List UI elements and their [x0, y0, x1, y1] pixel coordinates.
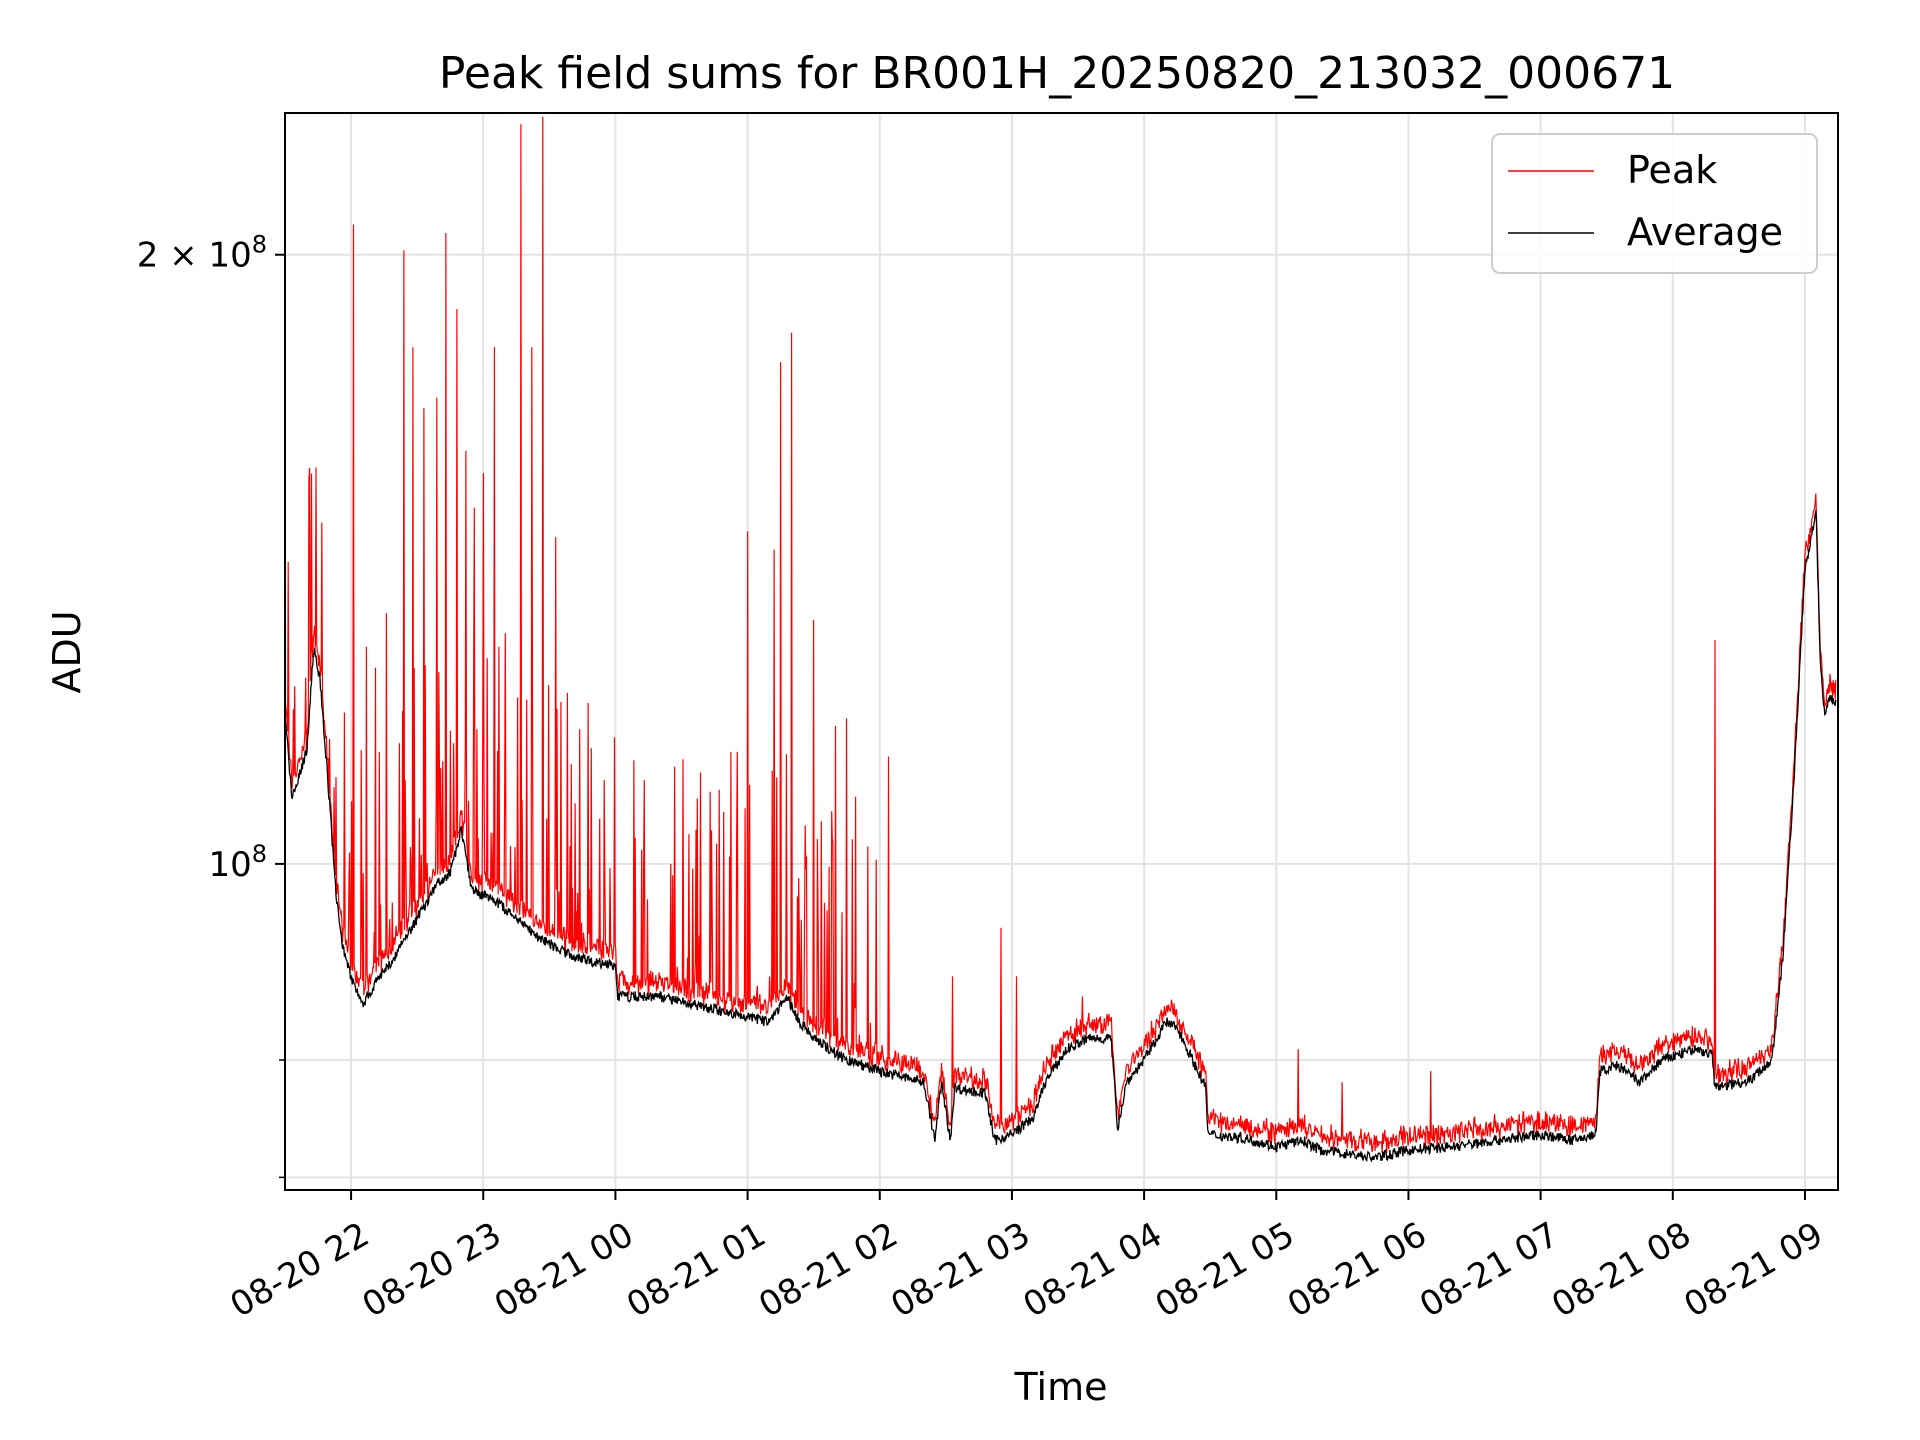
x-axis-label: Time — [1014, 1365, 1108, 1409]
y-axis-label: ADU — [45, 610, 89, 693]
series-layer — [285, 116, 1837, 1163]
series-line-peak — [285, 116, 1837, 1154]
series-line-average — [285, 510, 1837, 1163]
legend-average-label: Average — [1627, 210, 1783, 254]
plot-frame — [284, 112, 1839, 1191]
chart-title: Peak field sums for BR001H_20250820_2130… — [439, 48, 1675, 99]
y-tick-label: 2 × 108 — [137, 231, 267, 276]
legend-box — [1491, 133, 1818, 274]
y-tick-label: 108 — [208, 840, 267, 885]
legend: Peak Average — [1491, 133, 1818, 274]
legend-peak-label: Peak — [1627, 148, 1717, 192]
